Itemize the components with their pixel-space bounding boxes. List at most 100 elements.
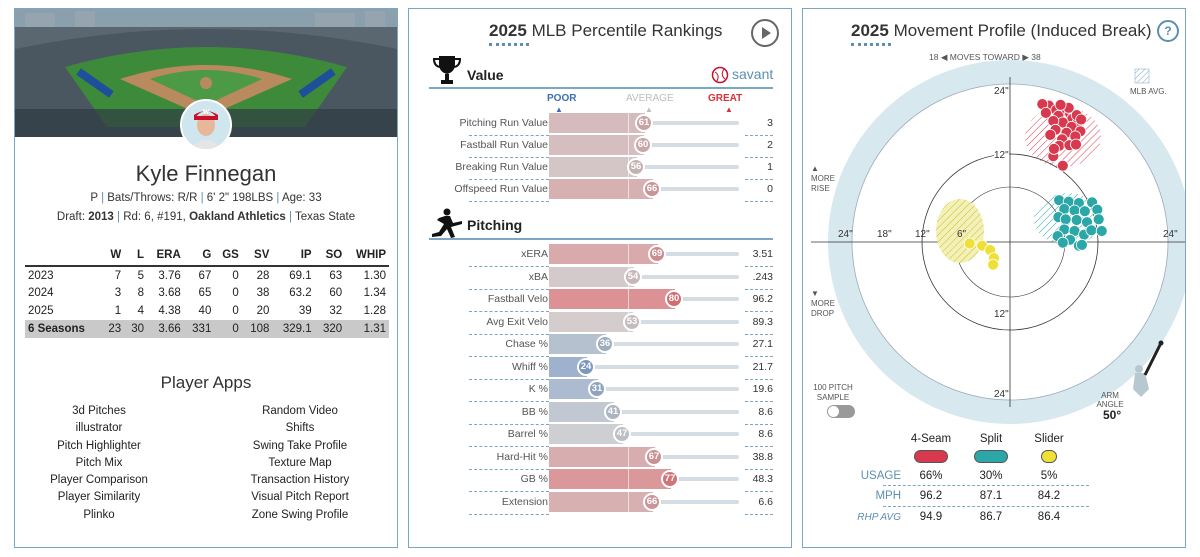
ring-label-bottom-12: 12" xyxy=(994,309,1009,320)
percentile-bubble: 66 xyxy=(643,180,661,198)
stats-cell: 0 xyxy=(232,287,239,299)
percentile-bar: 54 xyxy=(549,266,745,287)
draft-detail: Rd: 6, #191, xyxy=(123,211,186,223)
player-app-link[interactable]: Transaction History xyxy=(250,474,350,487)
scale-poor-label: POOR xyxy=(547,93,577,104)
stats-cell: 39 xyxy=(298,305,312,317)
player-app-link[interactable]: 3d Pitches xyxy=(72,405,126,417)
percentile-row: Breaking Run Value 56 1 xyxy=(409,157,791,180)
split-pitch-dot xyxy=(1056,236,1069,249)
percentile-row: Extension 66 6.6 xyxy=(409,491,791,515)
average-marker xyxy=(628,113,629,133)
pitching-heading: Pitching xyxy=(467,217,523,233)
player-app-link[interactable]: Visual Pitch Report xyxy=(251,491,349,504)
sample-toggle-label: 100 PITCH SAMPLE xyxy=(813,383,853,402)
row-divider xyxy=(469,311,549,312)
average-marker xyxy=(628,491,629,512)
average-marker xyxy=(628,446,629,467)
stats-cell: 2025 xyxy=(28,305,54,317)
percentile-row-label: Avg Exit Velo xyxy=(486,315,548,328)
title-underline xyxy=(489,43,529,46)
row-divider xyxy=(745,288,773,290)
row-divider xyxy=(745,401,773,402)
percentile-row: Hard-Hit % 67 38.8 xyxy=(409,446,791,470)
stats-total-cell: 331 xyxy=(183,320,215,338)
draft-team: Oakland Athletics xyxy=(189,211,286,223)
player-app-link[interactable]: Random Video xyxy=(262,405,338,417)
stats-total-cell: 329.1 xyxy=(272,320,315,338)
arm-angle-value: 50° xyxy=(1103,408,1122,422)
player-app-link[interactable]: Shifts xyxy=(285,422,315,435)
player-app-link[interactable]: illustrator xyxy=(75,422,123,435)
stats-cell: 69.1 xyxy=(289,269,312,282)
stats-cell: 40 xyxy=(198,305,212,317)
stats-cell: 7 xyxy=(114,269,122,282)
player-app-link[interactable]: Player Similarity xyxy=(57,491,141,504)
percentile-bar-fill xyxy=(549,179,653,199)
row-divider xyxy=(745,378,773,380)
row-divider xyxy=(745,423,773,425)
stats-cell: 1.28 xyxy=(363,305,386,317)
player-app-link[interactable]: Pitch Highlighter xyxy=(57,439,141,452)
player-app-link[interactable]: Pitch Mix xyxy=(75,456,123,469)
help-icon[interactable]: ? xyxy=(1157,20,1179,42)
percentile-bar: 24 xyxy=(549,356,745,377)
player-app-link[interactable]: Player Comparison xyxy=(50,474,148,487)
row-divider xyxy=(745,157,773,158)
player-app-link[interactable]: Swing Take Profile xyxy=(252,439,348,452)
sample-toggle[interactable] xyxy=(827,405,855,418)
stats-cell: 32 xyxy=(329,305,343,317)
mph-row-label: MPH xyxy=(875,490,901,502)
player-app-link[interactable]: Texture Map xyxy=(268,456,332,469)
percentile-bubble: 80 xyxy=(665,290,683,308)
player-apps-right-column: Random Video Shifts Swing Take Profile Text… xyxy=(235,403,365,524)
player-apps-title: Player Apps xyxy=(160,373,252,392)
pitching-divider xyxy=(429,238,773,240)
trophy-icon xyxy=(432,54,462,86)
savant-link[interactable]: savant xyxy=(732,66,774,82)
row-divider xyxy=(469,266,549,267)
pitch-rhp-avg: 86.4 xyxy=(1037,511,1061,523)
college: Texas State xyxy=(295,211,356,223)
play-button[interactable] xyxy=(750,18,780,48)
stats-total-row: 6 Seasons 23 30 3.66 331 0 108 329.1 320 1.31 xyxy=(25,320,389,338)
movement-plot xyxy=(811,60,1185,424)
mlb-avg-label: MLB AVG. xyxy=(1130,87,1167,96)
percentile-bar: 66 xyxy=(549,491,745,512)
row-divider xyxy=(469,135,549,136)
percentile-row: Chase % 36 27.1 xyxy=(409,334,791,357)
percentile-bar: 67 xyxy=(549,446,745,467)
percentile-row: GB % 77 48.3 xyxy=(409,469,791,492)
stats-cell: 0 xyxy=(232,269,239,282)
percentile-bar: 53 xyxy=(549,311,745,332)
player-height: 6' 2" xyxy=(206,192,230,204)
percentile-row-value: 1 xyxy=(767,161,773,173)
player-bio-line: P | Bats/Throws: R/R | 6' 2" 198LBS | Ag… xyxy=(90,192,322,204)
percentile-bar-track xyxy=(643,165,739,169)
pitch-rhp-avg: 86.7 xyxy=(979,511,1003,523)
four-seam-pitch-dot xyxy=(1039,107,1052,119)
percentile-bubble: 31 xyxy=(588,380,606,398)
moves-left-value: 18 xyxy=(929,52,939,62)
row-divider xyxy=(469,491,549,492)
player-app-link[interactable]: Zone Swing Profile xyxy=(251,508,349,521)
percentile-bar-fill xyxy=(549,424,623,444)
percentile-row: xBA 54 .243 xyxy=(409,266,791,290)
value-heading: Value xyxy=(467,67,504,83)
stats-cell: 2023 xyxy=(28,269,54,282)
player-app-link[interactable]: Plinko xyxy=(83,508,115,521)
percentile-bar-fill xyxy=(549,266,634,287)
row-divider xyxy=(469,201,549,202)
row-divider xyxy=(469,356,549,357)
pitch-mph: 96.2 xyxy=(919,490,943,502)
stats-header-cell: SV xyxy=(241,245,273,267)
slider-pitch-dot xyxy=(987,258,1000,271)
four-seam-pitch-dot xyxy=(1070,138,1082,151)
percentile-row: Fastball Run Value 60 2 xyxy=(409,135,791,158)
percentile-bar-track xyxy=(651,121,739,125)
percentile-bubble: 54 xyxy=(624,267,642,286)
stats-cell: 3 xyxy=(114,287,122,299)
split-pitch-dot xyxy=(1085,224,1098,237)
average-arrow-icon: ▲ xyxy=(645,105,653,114)
percentile-bar: 66 xyxy=(549,179,745,199)
